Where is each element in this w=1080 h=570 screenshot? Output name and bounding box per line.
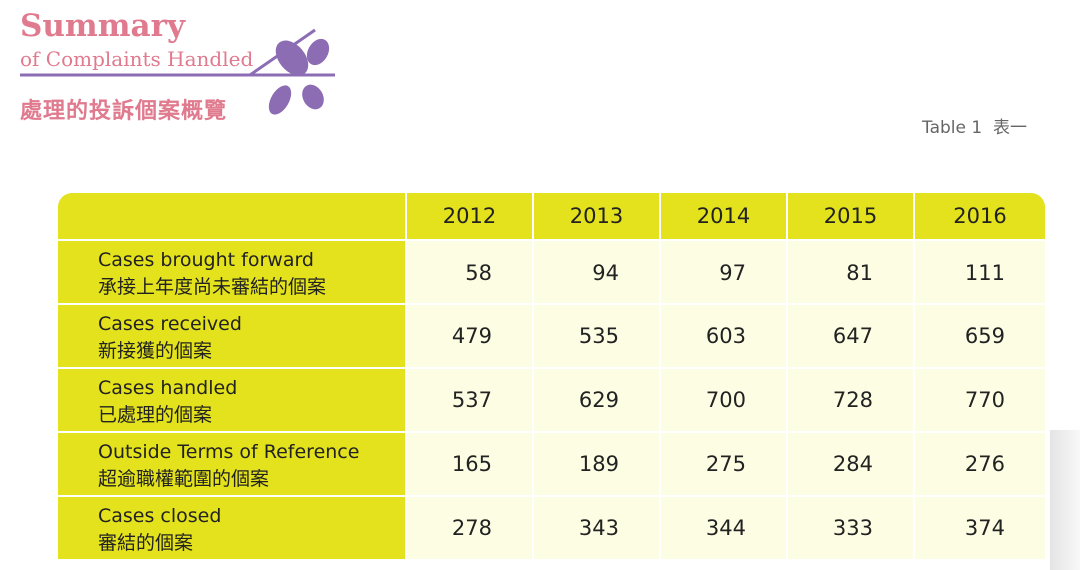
value-cell: 535: [534, 305, 659, 367]
row-label-cell: Cases closed 審結的個案: [58, 497, 405, 559]
table-row: Cases received 新接獲的個案 479 535 603 647 659: [58, 305, 1045, 367]
shadow: [1050, 430, 1080, 570]
value-cell: 700: [661, 369, 786, 431]
row-label: Outside Terms of Reference: [98, 441, 360, 463]
value-cell: 647: [788, 305, 913, 367]
value-cell: 278: [407, 497, 532, 559]
complaints-table: 2012 2013 2014 2015 2016 Cases brought forwar…: [56, 191, 1047, 561]
value-cell: 479: [407, 305, 532, 367]
value-cell: 374: [915, 497, 1045, 559]
value-cell: 58: [407, 241, 532, 303]
table-body: Cases brought forward 承接上年度尚未審結的個案 58 94 97 8…: [58, 241, 1045, 559]
table-row: Cases handled 已處理的個案 537 629 700 728 770: [58, 369, 1045, 431]
value-cell: 276: [915, 433, 1045, 495]
year-header: 2016: [915, 193, 1045, 239]
table-row: Cases brought forward 承接上年度尚未審結的個案 58 94 97 8…: [58, 241, 1045, 303]
row-label-cell: Cases brought forward 承接上年度尚未審結的個案: [58, 241, 405, 303]
value-cell: 537: [407, 369, 532, 431]
value-cell: 275: [661, 433, 786, 495]
value-cell: 284: [788, 433, 913, 495]
title: Summary: [20, 8, 185, 44]
value-cell: 97: [661, 241, 786, 303]
value-cell: 94: [534, 241, 659, 303]
leaf-decoration: [20, 28, 335, 115]
row-label-zh: 已處理的個案: [98, 404, 213, 426]
table-row: Outside Terms of Reference 超逾職權範圍的個案 165 18…: [58, 433, 1045, 495]
table-row: Cases closed 審結的個案 278 343 344 333 374: [58, 497, 1045, 559]
value-cell: 81: [788, 241, 913, 303]
row-label: Cases closed: [98, 505, 222, 527]
value-cell: 728: [788, 369, 913, 431]
header-row: 2012 2013 2014 2015 2016: [58, 193, 1045, 239]
value-cell: 603: [661, 305, 786, 367]
row-label: Cases brought forward: [98, 249, 314, 271]
row-label: Cases handled: [98, 377, 238, 399]
row-label: Cases received: [98, 313, 242, 335]
value-cell: 189: [534, 433, 659, 495]
row-label-zh: 承接上年度尚未審結的個案: [98, 276, 327, 298]
value-cell: 165: [407, 433, 532, 495]
value-cell: 111: [915, 241, 1045, 303]
value-cell: 343: [534, 497, 659, 559]
value-cell: 659: [915, 305, 1045, 367]
value-cell: 770: [915, 369, 1045, 431]
value-cell: 333: [788, 497, 913, 559]
year-header: 2012: [407, 193, 532, 239]
row-label-cell: Cases received 新接獲的個案: [58, 305, 405, 367]
year-header: 2013: [534, 193, 659, 239]
year-header: 2015: [788, 193, 913, 239]
row-label-zh: 超逾職權範圍的個案: [98, 468, 270, 490]
row-label-zh: 審結的個案: [98, 532, 194, 554]
year-header: 2014: [661, 193, 786, 239]
table-label: Table 1 表一: [922, 118, 1027, 138]
corner-cell: [58, 193, 405, 239]
value-cell: 344: [661, 497, 786, 559]
row-label-zh: 新接獲的個案: [98, 340, 213, 362]
value-cell: 629: [534, 369, 659, 431]
title-zh: 處理的投訴個案概覽: [20, 99, 228, 124]
row-label-cell: Outside Terms of Reference 超逾職權範圍的個案: [58, 433, 405, 495]
row-label-cell: Cases handled 已處理的個案: [58, 369, 405, 431]
subtitle: of Complaints Handled: [20, 47, 254, 71]
